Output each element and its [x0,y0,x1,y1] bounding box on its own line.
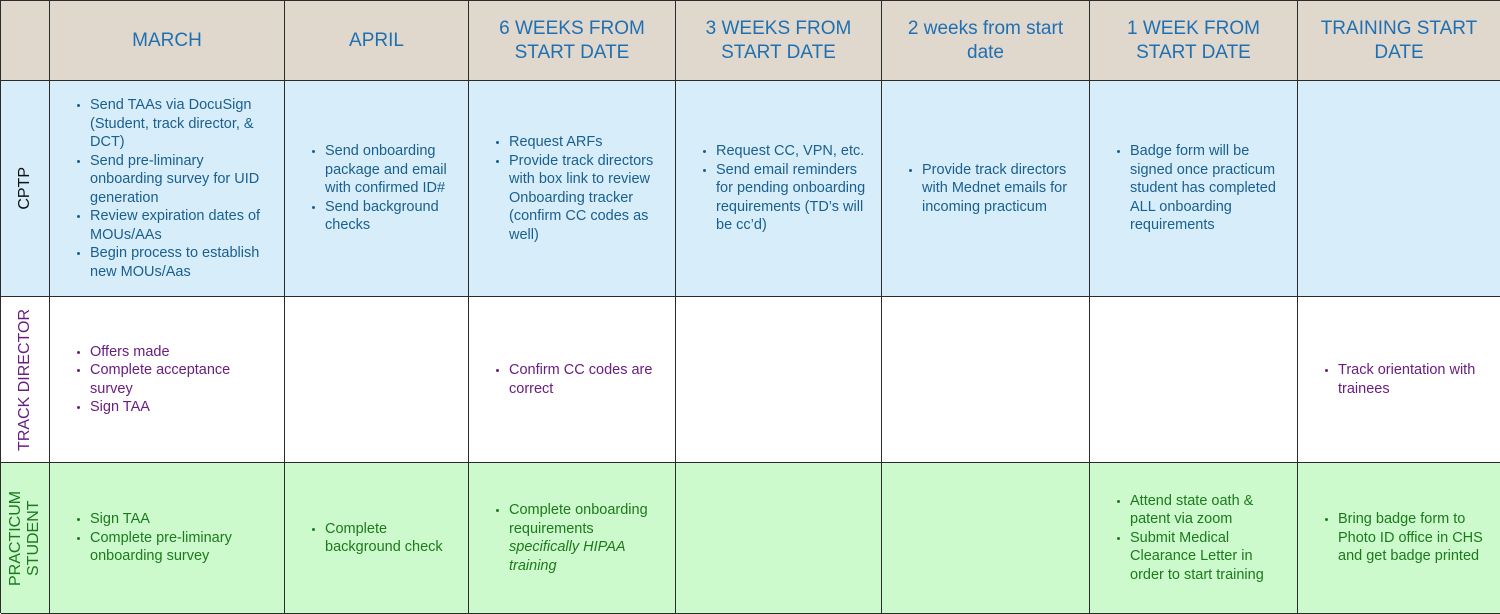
cell-student-2-weeks [882,463,1090,614]
list-student-march: Sign TAA Complete pre-liminary onboardin… [50,510,284,566]
list-track-training-start: Track orientation with trainees [1298,361,1500,398]
row-label-cptp-text: CPTP [16,167,33,210]
header-2-weeks: 2 weeks from start date [882,1,1090,81]
cell-cptp-training-start [1298,81,1500,297]
cell-cptp-1-week: Badge form will be signed once practicum… [1090,81,1298,297]
cell-cptp-2-weeks: Provide track directors with Mednet emai… [882,81,1090,297]
list-student-april: Complete background check [285,520,468,557]
list-cptp-6-weeks: Request ARFs Provide track directors wit… [469,133,675,244]
header-april: APRIL [285,1,469,81]
list-track-march: Offers made Complete acceptance survey S… [50,343,284,417]
list-item: Review expiration dates of MOUs/AAs [90,207,276,244]
list-student-1-week: Attend state oath & patent via zoom Subm… [1090,492,1297,585]
list-cptp-march: Send TAAs via DocuSign (Student, track d… [50,96,284,281]
list-item: Badge form will be signed once practicum… [1130,142,1289,235]
cell-track-training-start: Track orientation with trainees [1298,297,1500,463]
list-item: Send onboarding package and email with c… [325,142,460,198]
cell-cptp-3-weeks: Request CC, VPN, etc. Send email reminde… [676,81,882,297]
cell-cptp-april: Send onboarding package and email with c… [285,81,469,297]
list-item: Complete acceptance survey [90,361,276,398]
header-3-weeks: 3 WEEKS FROM START DATE [676,1,882,81]
list-item: Send pre-liminary onboarding survey for … [90,152,276,208]
list-student-training-start: Bring badge form to Photo ID office in C… [1298,510,1500,566]
list-item: Offers made [90,343,276,362]
list-item: Request ARFs [509,133,667,152]
cell-track-6-weeks: Confirm CC codes are correct [469,297,676,463]
row-label-cptp: CPTP [1,81,50,297]
list-item: Complete onboarding requirements specifi… [509,501,667,575]
header-march: MARCH [50,1,285,81]
row-label-practicum-student-text: PRACTICUM STUDENT [7,490,42,586]
item-main-text: Complete onboarding requirements [509,502,648,537]
list-item: Confirm CC codes are correct [509,361,667,398]
list-cptp-1-week: Badge form will be signed once practicum… [1090,142,1297,235]
cell-student-1-week: Attend state oath & patent via zoom Subm… [1090,463,1298,614]
cell-student-april: Complete background check [285,463,469,614]
list-item: Provide track directors with Mednet emai… [922,161,1081,217]
list-item: Complete background check [325,520,460,557]
list-item: Submit Medical Clearance Letter in order… [1130,529,1289,585]
row-label-track-director: TRACK DIRECTOR [1,297,50,463]
list-cptp-april: Send onboarding package and email with c… [285,142,468,235]
header-6-weeks: 6 WEEKS FROM START DATE [469,1,676,81]
list-student-6-weeks: Complete onboarding requirements specifi… [469,501,675,575]
list-item: Provide track directors with box link to… [509,152,667,245]
list-item: Request CC, VPN, etc. [716,142,873,161]
list-item: Complete pre-liminary onboarding survey [90,529,276,566]
list-item: Send background checks [325,198,460,235]
list-item: Sign TAA [90,398,276,417]
list-item: Track orientation with trainees [1338,361,1492,398]
cell-track-3-weeks [676,297,882,463]
corner-cell [1,1,50,81]
row-label-practicum-student: PRACTICUM STUDENT [1,463,50,614]
list-item: Bring badge form to Photo ID office in C… [1338,510,1492,566]
cell-cptp-6-weeks: Request ARFs Provide track directors wit… [469,81,676,297]
header-training-start: TRAINING START DATE [1298,1,1500,81]
cell-student-march: Sign TAA Complete pre-liminary onboardin… [50,463,285,614]
list-item: Begin process to establish new MOUs/Aas [90,244,276,281]
cell-student-3-weeks [676,463,882,614]
row-label-track-director-text: TRACK DIRECTOR [16,308,33,451]
list-item: Attend state oath & patent via zoom [1130,492,1289,529]
cell-track-april [285,297,469,463]
list-item: Sign TAA [90,510,276,529]
cell-cptp-march: Send TAAs via DocuSign (Student, track d… [50,81,285,297]
cell-track-march: Offers made Complete acceptance survey S… [50,297,285,463]
cell-student-training-start: Bring badge form to Photo ID office in C… [1298,463,1500,614]
cell-track-1-week [1090,297,1298,463]
item-italic-note: specifically HIPAA training [509,539,626,574]
list-item: Send TAAs via DocuSign (Student, track d… [90,96,276,152]
header-1-week: 1 WEEK FROM START DATE [1090,1,1298,81]
list-cptp-3-weeks: Request CC, VPN, etc. Send email reminde… [676,142,881,235]
cell-student-6-weeks: Complete onboarding requirements specifi… [469,463,676,614]
list-track-6-weeks: Confirm CC codes are correct [469,361,675,398]
cell-track-2-weeks [882,297,1090,463]
list-item: Send email reminders for pending onboard… [716,161,873,235]
list-cptp-2-weeks: Provide track directors with Mednet emai… [882,161,1089,217]
